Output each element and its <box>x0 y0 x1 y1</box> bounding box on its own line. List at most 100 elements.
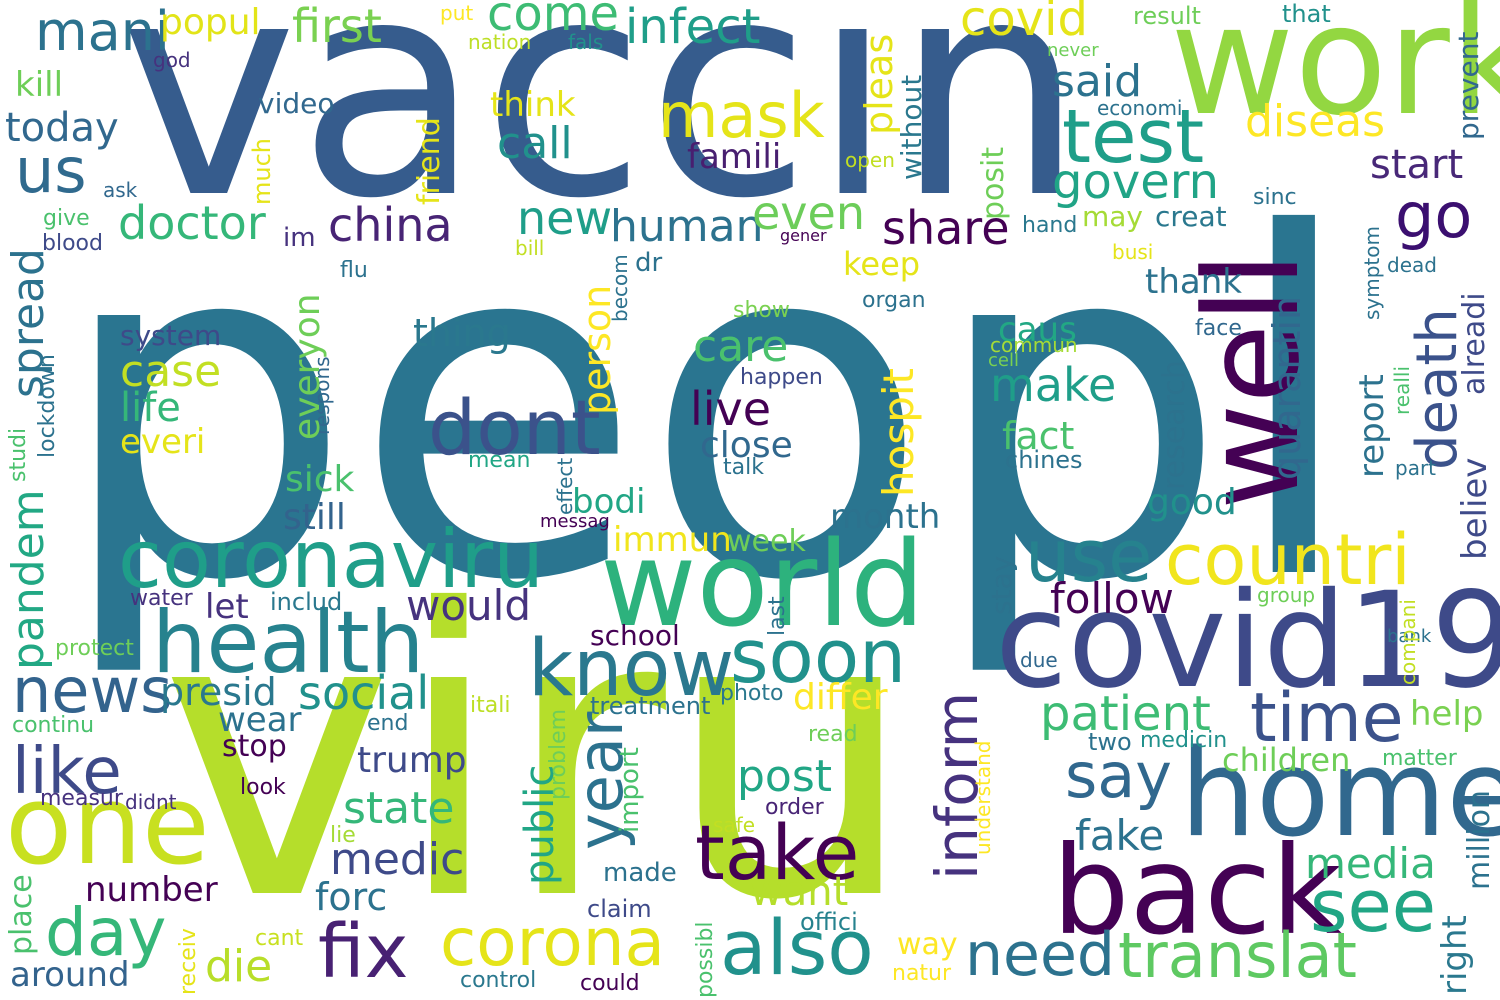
word-natur: natur <box>892 961 952 986</box>
word-hand: hand <box>1022 213 1078 238</box>
word-thing: thing <box>413 311 511 355</box>
word-trump: trump <box>357 740 467 781</box>
word-test: test <box>1062 94 1205 180</box>
word-report: report <box>1352 374 1392 478</box>
word-forc: forc <box>315 875 388 919</box>
word-sinc: sinc <box>1253 185 1297 210</box>
word-month: month <box>830 497 941 537</box>
word-could: could <box>580 971 640 996</box>
word-end: end <box>367 711 409 736</box>
word-economi: economi <box>1097 96 1183 120</box>
word-order: order <box>765 795 824 820</box>
word-flu: flu <box>340 258 368 283</box>
word-much: much <box>248 138 276 205</box>
word-diseas: diseas <box>1245 96 1386 147</box>
word-hospit: hospit <box>874 368 923 497</box>
word-die: die <box>205 941 273 992</box>
word-corona: corona <box>440 904 666 981</box>
word-thank: thank <box>1145 262 1242 302</box>
word-two: two <box>1088 728 1132 756</box>
word-happen: happen <box>740 365 823 390</box>
word-human: human <box>610 201 764 252</box>
word-patient: patient <box>1040 686 1211 742</box>
word-itali: itali <box>470 693 511 718</box>
word-case: case <box>120 346 222 397</box>
word-understand: understand <box>971 740 995 855</box>
word-part: part <box>1395 456 1437 480</box>
word-offici: offici <box>800 908 858 936</box>
word-take: take <box>695 808 860 897</box>
word-day: day <box>45 894 167 971</box>
word-caus: caus <box>998 310 1077 350</box>
word-lockdown: lockdown <box>35 354 60 458</box>
word-covid19: covid19 <box>995 564 1500 718</box>
word-vaccin: vaccin <box>120 0 1085 264</box>
word-receiv: receiv <box>176 928 201 995</box>
word-studi: studi <box>6 427 31 482</box>
word-doctor: doctor <box>118 196 266 250</box>
word-number: number <box>85 870 218 910</box>
word-today: today <box>5 105 119 151</box>
word-talk: talk <box>723 455 764 480</box>
word-look: look <box>240 775 286 800</box>
word-possibl: possibl <box>693 921 718 998</box>
word-give: give <box>43 206 90 231</box>
word-commun: commun <box>990 333 1078 357</box>
word-without: without <box>895 74 928 180</box>
word-made: made <box>603 858 677 888</box>
word-continu: continu <box>12 713 95 738</box>
word-im: im <box>283 223 316 253</box>
word-govern: govern <box>1052 154 1220 210</box>
word-read: read <box>808 722 858 747</box>
word-come: come <box>487 0 620 42</box>
word-medic: medic <box>330 834 465 885</box>
word-stay: stay <box>985 555 1018 615</box>
word-care: care <box>693 321 789 372</box>
word-due: due <box>1020 648 1058 672</box>
word-mask: mask <box>658 79 825 152</box>
word-mani: mani <box>35 0 170 63</box>
word-may: may <box>1082 200 1144 233</box>
word-cell: cell <box>988 350 1019 371</box>
word-mean: mean <box>468 448 531 473</box>
word-cant: cant <box>255 926 304 951</box>
word-busi: busi <box>1112 240 1154 264</box>
word-differ: differ <box>793 677 888 718</box>
word-health: health <box>152 593 425 693</box>
word-quarantin: quarantin <box>1265 295 1309 480</box>
word-help: help <box>1410 694 1484 734</box>
word-immun: immun <box>613 520 732 560</box>
word-school: school <box>590 619 680 652</box>
word-effect: effect <box>553 457 577 515</box>
word-first: first <box>292 0 382 53</box>
word-believ: believ <box>1455 457 1495 560</box>
word-need: need <box>965 920 1115 990</box>
word-viru: viru <box>160 527 917 987</box>
word-face: face <box>1195 316 1242 341</box>
word-wear: wear <box>218 700 302 740</box>
word-even: even <box>752 186 865 240</box>
word-good: good <box>1147 482 1237 523</box>
word-call: call <box>497 118 573 169</box>
word-said: said <box>1052 56 1143 107</box>
word-make: make <box>990 358 1117 412</box>
word-back: back <box>1052 820 1342 962</box>
word-chines: chines <box>1005 446 1083 474</box>
word-soon: soon <box>730 614 907 700</box>
word-start: start <box>1370 142 1464 188</box>
word-home: home <box>1180 725 1500 864</box>
word-million: million <box>1462 790 1497 890</box>
word-includ: includ <box>270 588 343 616</box>
word-everyon: everyon <box>287 293 328 440</box>
word-realli: realli <box>1390 365 1414 415</box>
word-open: open <box>845 148 895 172</box>
word-work: work <box>1170 0 1500 149</box>
word-place: place <box>4 874 39 955</box>
word-symptom: symptom <box>1360 226 1384 320</box>
word-week: week <box>727 524 806 559</box>
word-ask: ask <box>103 178 138 202</box>
word-peopl: peopl <box>55 136 1359 683</box>
word-translat: translat <box>1118 919 1357 992</box>
word-result: result <box>1133 2 1201 30</box>
